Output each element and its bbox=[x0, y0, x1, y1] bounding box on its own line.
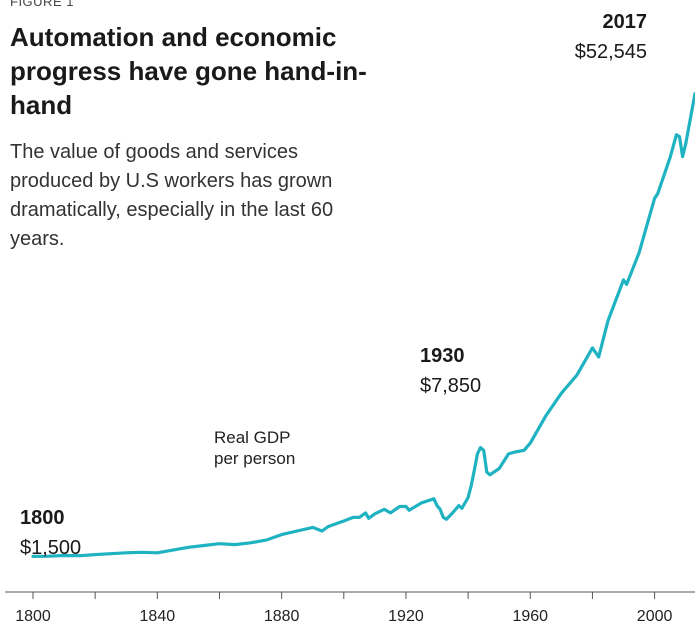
figure-label: FIGURE 1 bbox=[10, 0, 74, 9]
chart-subtitle: The value of goods and services produced… bbox=[10, 141, 334, 250]
series-line-real-gdp bbox=[31, 92, 695, 558]
annotation-year-1800: 1800 bbox=[20, 507, 65, 529]
annotation-layer: 1800 $1,500 1930 $7,850 2017 $52,545 bbox=[20, 11, 647, 559]
annotation-value-1800: $1,500 bbox=[20, 537, 81, 559]
series-layer: Real GDP per person bbox=[31, 92, 695, 558]
chart-title: Automation and economic progress have go… bbox=[10, 22, 367, 120]
x-tick-label: 1880 bbox=[264, 608, 300, 625]
x-tick-label: 1920 bbox=[388, 608, 424, 625]
annotation-value-1930: $7,850 bbox=[420, 375, 481, 397]
annotation-year-1930: 1930 bbox=[420, 345, 465, 367]
x-tick-label: 2000 bbox=[637, 608, 673, 625]
series-label: Real GDP per person bbox=[214, 428, 295, 468]
x-axis: 1800 1840 1880 1920 1960 2000 bbox=[5, 591, 695, 625]
x-tick-label: 1800 bbox=[15, 608, 51, 625]
series-label-line: per person bbox=[214, 449, 295, 468]
x-tick-label: 1960 bbox=[512, 608, 548, 625]
series-label-line: Real GDP bbox=[214, 428, 291, 447]
x-tick-label: 1840 bbox=[140, 608, 176, 625]
annotation-year-2017: 2017 bbox=[603, 11, 648, 33]
annotation-value-2017: $52,545 bbox=[575, 41, 647, 63]
